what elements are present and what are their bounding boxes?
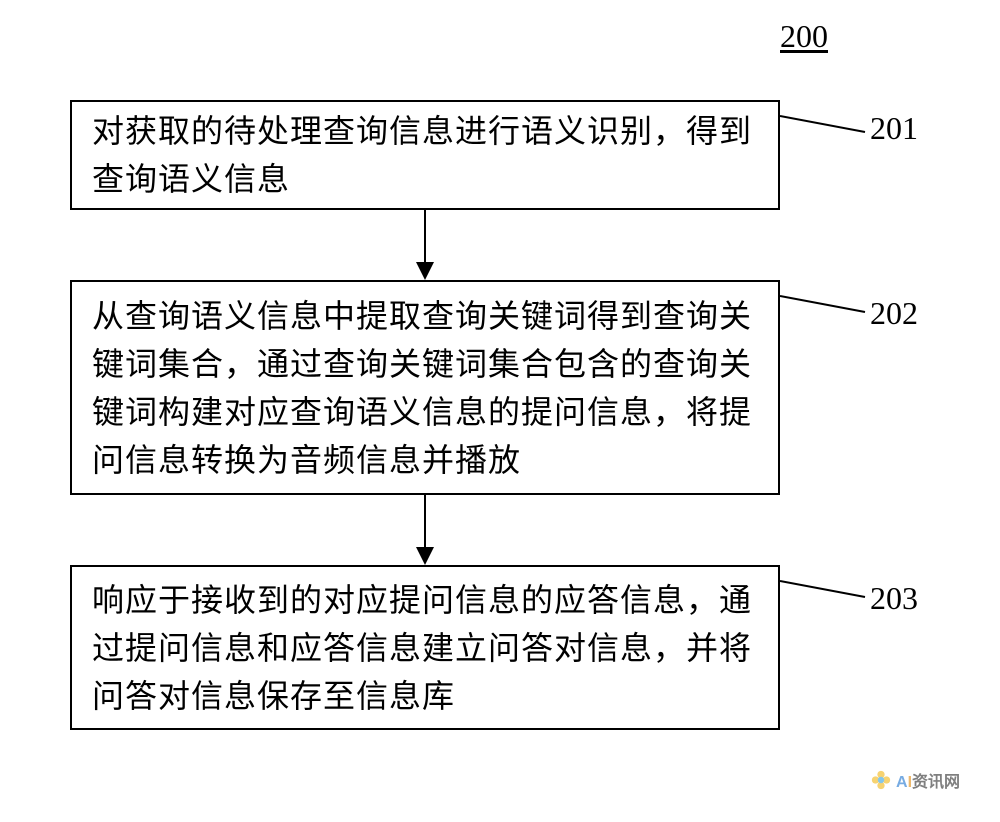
- arrow-2: [410, 495, 440, 567]
- watermark: AI资讯网: [870, 768, 960, 792]
- step-text-202: 从查询语义信息中提取查询关键词得到查询关键词集合，通过查询关键词集合包含的查询关…: [92, 292, 758, 484]
- step-label-203-text: 203: [870, 580, 918, 616]
- watermark-a: A: [896, 774, 908, 791]
- arrow-1: [410, 210, 440, 282]
- connector-202: [780, 290, 870, 320]
- step-text-203: 响应于接收到的对应提问信息的应答信息，通过提问信息和应答信息建立问答对信息，并将…: [92, 576, 758, 720]
- step-box-203: 响应于接收到的对应提问信息的应答信息，通过提问信息和应答信息建立问答对信息，并将…: [70, 565, 780, 730]
- step-text-201: 对获取的待处理查询信息进行语义识别，得到查询语义信息: [92, 107, 758, 203]
- figure-number: 200: [780, 18, 828, 55]
- step-box-202: 从查询语义信息中提取查询关键词得到查询关键词集合，通过查询关键词集合包含的查询关…: [70, 280, 780, 495]
- watermark-flower-icon: [870, 769, 892, 791]
- connector-203: [780, 575, 870, 605]
- step-label-203: 203: [870, 580, 918, 617]
- step-label-201: 201: [870, 110, 918, 147]
- step-label-202: 202: [870, 295, 918, 332]
- step-label-201-text: 201: [870, 110, 918, 146]
- flowchart-diagram: 200 对获取的待处理查询信息进行语义识别，得到查询语义信息 201 从查询语义…: [0, 0, 1000, 822]
- watermark-suffix: 资讯网: [912, 774, 960, 791]
- step-label-202-text: 202: [870, 295, 918, 331]
- connector-201: [780, 110, 870, 140]
- figure-number-text: 200: [780, 18, 828, 54]
- step-box-201: 对获取的待处理查询信息进行语义识别，得到查询语义信息: [70, 100, 780, 210]
- watermark-text: AI资讯网: [896, 768, 960, 792]
